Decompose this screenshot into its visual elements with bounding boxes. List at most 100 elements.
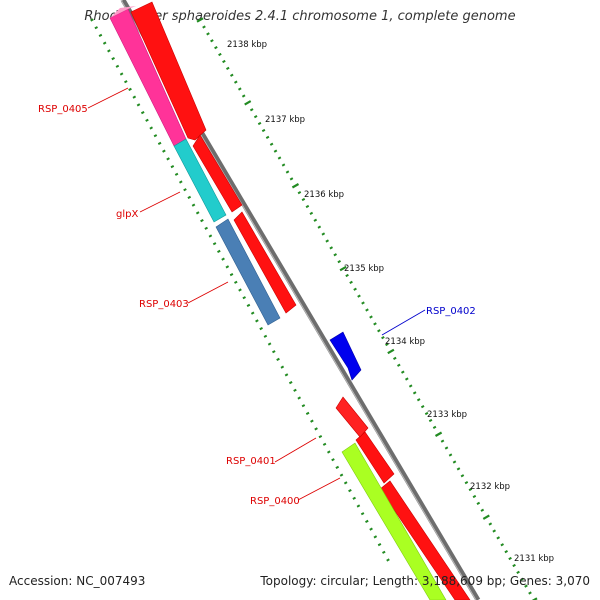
gene-label-RSP_0402[interactable]: RSP_0402 bbox=[426, 306, 476, 317]
minor-tick bbox=[369, 527, 373, 531]
minor-tick bbox=[331, 458, 335, 462]
minor-tick bbox=[265, 135, 270, 139]
minor-tick bbox=[242, 296, 246, 300]
minor-tick bbox=[393, 356, 397, 360]
minor-tick bbox=[119, 72, 124, 76]
gene-RSP_0401[interactable] bbox=[335, 396, 369, 438]
minor-tick bbox=[322, 442, 327, 446]
leader-line-RSP_0405 bbox=[87, 87, 129, 109]
minor-tick bbox=[257, 121, 262, 126]
minor-tick bbox=[381, 336, 385, 340]
gene-label-RSP_0403[interactable]: RSP_0403 bbox=[139, 299, 189, 310]
minor-tick bbox=[263, 334, 268, 338]
minor-tick bbox=[149, 126, 153, 130]
minor-tick bbox=[365, 308, 369, 312]
gene-RSP_0405-tip bbox=[110, 6, 136, 18]
leader-line-RSP_0402 bbox=[381, 309, 426, 336]
minor-tick bbox=[90, 18, 94, 22]
minor-tick bbox=[313, 218, 318, 222]
minor-tick bbox=[272, 350, 276, 354]
gene-label-RSP_0401[interactable]: RSP_0401 bbox=[226, 456, 276, 467]
minor-tick bbox=[412, 391, 417, 395]
minor-tick bbox=[314, 427, 318, 431]
minor-tick bbox=[329, 246, 333, 250]
minor-tick bbox=[111, 57, 115, 61]
minor-tick bbox=[229, 273, 234, 277]
gene-label-RSP_0405[interactable]: RSP_0405 bbox=[38, 104, 88, 115]
minor-tick bbox=[102, 41, 107, 45]
leader-line-RSP_0401 bbox=[274, 437, 317, 463]
major-tick bbox=[339, 265, 347, 272]
minor-tick bbox=[386, 558, 390, 562]
minor-tick bbox=[238, 87, 242, 91]
cds-segment bbox=[192, 134, 243, 213]
minor-tick bbox=[349, 280, 353, 284]
minor-tick bbox=[221, 257, 225, 261]
minor-tick bbox=[365, 519, 369, 523]
minor-tick bbox=[212, 242, 217, 246]
minor-tick bbox=[468, 487, 473, 492]
minor-tick bbox=[124, 80, 128, 84]
minor-tick bbox=[281, 163, 286, 167]
leader-line-RSP_0400 bbox=[297, 477, 341, 501]
gene-label-glpX[interactable]: glpX bbox=[116, 209, 138, 220]
gene-glpX[interactable] bbox=[173, 138, 227, 223]
major-tick bbox=[291, 183, 300, 189]
minor-tick bbox=[512, 563, 516, 568]
minor-tick bbox=[202, 25, 206, 29]
minor-tick bbox=[289, 177, 294, 181]
minor-tick bbox=[305, 411, 310, 415]
minor-tick bbox=[210, 39, 214, 43]
gene-RSP_0403[interactable] bbox=[215, 218, 281, 326]
minor-tick bbox=[218, 52, 222, 57]
minor-tick bbox=[187, 195, 192, 199]
tick-label: 2133 kbp bbox=[427, 410, 467, 420]
minor-tick bbox=[480, 508, 485, 512]
cds-segment bbox=[233, 211, 297, 314]
minor-tick bbox=[357, 294, 361, 298]
minor-tick bbox=[261, 128, 266, 133]
minor-tick bbox=[524, 584, 528, 588]
minor-tick bbox=[132, 95, 137, 99]
minor-tick bbox=[337, 260, 341, 264]
tick-labels: 2138 kbp 2137 kbp 2136 kbp 2135 kbp 2134… bbox=[227, 40, 554, 564]
gene-RSP_0402[interactable] bbox=[329, 331, 362, 381]
minor-tick bbox=[424, 411, 429, 416]
minor-tick bbox=[361, 301, 365, 305]
minor-tick bbox=[382, 550, 386, 554]
gene-label-RSP_0400[interactable]: RSP_0400 bbox=[250, 496, 300, 507]
minor-tick bbox=[301, 404, 306, 408]
minor-tick bbox=[369, 315, 373, 319]
minor-tick bbox=[234, 80, 238, 84]
minor-tick bbox=[343, 481, 348, 485]
minor-tick bbox=[528, 591, 532, 595]
tick-label: 2134 kbp bbox=[385, 337, 425, 347]
inner-track bbox=[90, 18, 390, 562]
major-tick bbox=[196, 17, 204, 23]
minor-tick bbox=[373, 535, 378, 539]
minor-tick bbox=[416, 398, 421, 402]
minor-tick bbox=[321, 232, 326, 236]
minor-tick bbox=[230, 73, 234, 77]
minor-tick bbox=[297, 396, 301, 400]
minor-tick bbox=[276, 357, 280, 361]
minor-tick bbox=[496, 536, 500, 540]
minor-tick bbox=[420, 405, 425, 409]
minor-tick bbox=[98, 33, 103, 37]
minor-tick bbox=[259, 327, 263, 331]
gene-RSP_0400[interactable] bbox=[341, 442, 447, 600]
minor-tick bbox=[288, 381, 293, 385]
minor-tick bbox=[238, 288, 242, 292]
minor-tick bbox=[157, 141, 162, 145]
minor-tick bbox=[222, 59, 226, 64]
minor-tick bbox=[508, 556, 512, 561]
minor-tick bbox=[327, 450, 331, 454]
major-tick bbox=[434, 431, 443, 437]
minor-tick bbox=[353, 287, 357, 291]
minor-tick bbox=[166, 157, 170, 161]
major-tick bbox=[387, 348, 395, 355]
minor-tick bbox=[318, 435, 323, 439]
minor-tick bbox=[145, 118, 149, 122]
leader-line-glpX bbox=[139, 191, 181, 213]
minor-tick bbox=[206, 32, 210, 36]
